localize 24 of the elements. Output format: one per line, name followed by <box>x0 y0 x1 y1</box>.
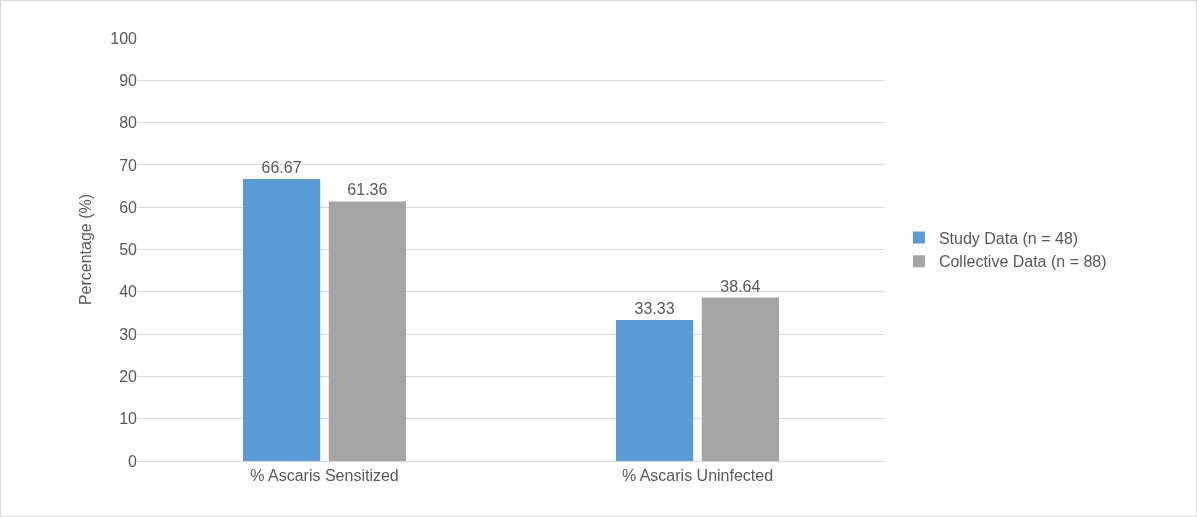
y-tick-label: 10 <box>119 410 138 428</box>
y-tick-label: 20 <box>119 368 138 385</box>
bar <box>243 178 321 461</box>
legend-label: Study Data (n = 48) <box>938 229 1079 247</box>
y-tick-label: 60 <box>119 198 138 216</box>
data-label: 33.33 <box>634 300 675 318</box>
bar <box>616 320 694 461</box>
x-tick-label: % Ascaris Uninfected <box>621 467 774 485</box>
bar <box>701 297 779 461</box>
data-label: 38.64 <box>720 277 761 295</box>
y-axis-title: Percentage (%) <box>77 193 95 306</box>
y-tick-label: 70 <box>119 156 138 174</box>
y-tick-label: 50 <box>119 241 138 259</box>
bar <box>328 201 406 461</box>
y-tick-label: 100 <box>110 29 138 47</box>
y-tick-label: 0 <box>128 452 138 470</box>
y-tick-label: 80 <box>119 114 138 132</box>
data-label: 66.67 <box>261 158 302 176</box>
y-tick-label: 30 <box>119 325 138 343</box>
legend-label: Collective Data (n = 88) <box>938 253 1107 271</box>
y-tick-label: 90 <box>119 71 138 89</box>
y-tick-label: 40 <box>119 283 138 301</box>
data-label: 61.36 <box>347 181 388 199</box>
x-tick-label: % Ascaris Sensitized <box>250 467 399 485</box>
